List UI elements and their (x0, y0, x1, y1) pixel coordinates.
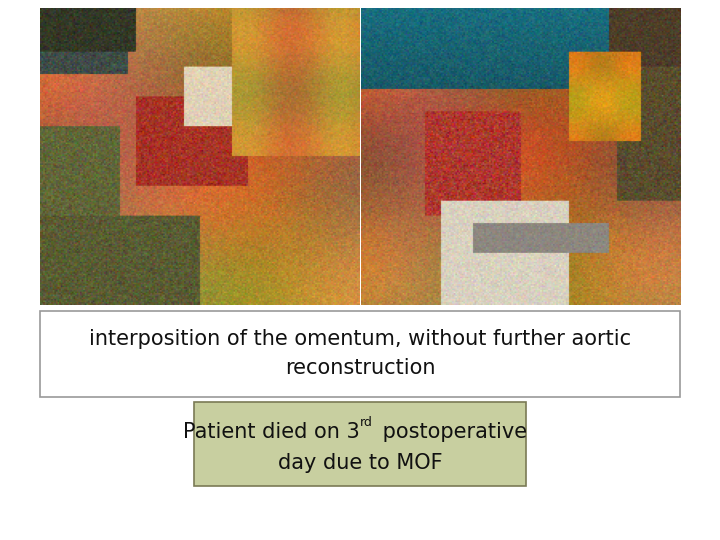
Text: day due to MOF: day due to MOF (278, 453, 442, 472)
Text: Patient died on 3: Patient died on 3 (184, 422, 360, 442)
FancyBboxPatch shape (194, 402, 526, 486)
Text: postoperative: postoperative (376, 422, 527, 442)
FancyBboxPatch shape (40, 310, 680, 397)
Text: rd: rd (360, 416, 373, 429)
Text: interposition of the omentum, without further aortic
reconstruction: interposition of the omentum, without fu… (89, 329, 631, 379)
